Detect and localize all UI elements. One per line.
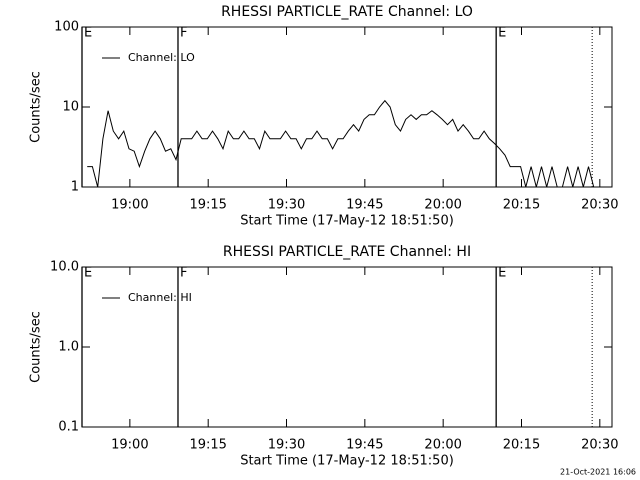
event-label: E: [498, 26, 506, 41]
y-tick-label: 100: [54, 20, 79, 35]
y-tick-label: 1: [71, 180, 79, 195]
x-tick-label: 20:00: [424, 438, 461, 453]
x-tick-label: 19:00: [111, 198, 148, 213]
x-tick-label: 20:15: [503, 438, 540, 453]
x-tick-label: 20:00: [424, 198, 461, 213]
x-tick-label: 19:30: [268, 198, 305, 213]
x-tick-label: 20:15: [503, 198, 540, 213]
x-tick-label: 19:30: [268, 438, 305, 453]
x-axis-title: Start Time (17-May-12 18:51:50): [240, 214, 454, 229]
x-tick-label: 19:00: [111, 438, 148, 453]
y-tick-label: 10: [62, 100, 79, 115]
y-axis-title: Counts/sec: [29, 71, 44, 143]
x-tick-label: 20:30: [581, 198, 618, 213]
legend-label: Channel: LO: [128, 51, 195, 64]
x-axis-title: Start Time (17-May-12 18:51:50): [240, 454, 454, 469]
x-tick-label: 19:45: [346, 198, 383, 213]
x-tick-label: 20:30: [581, 438, 618, 453]
y-axis-title: Counts/sec: [29, 311, 44, 383]
y-tick-label: 10.0: [50, 260, 79, 275]
chart-title: RHESSI PARTICLE_RATE Channel: HI: [223, 244, 471, 260]
event-label: E: [498, 266, 506, 281]
event-label: F: [180, 26, 187, 41]
x-tick-label: 19:45: [346, 438, 383, 453]
x-tick-label: 19:15: [189, 438, 226, 453]
timestamp: 21-Oct-2021 16:06: [560, 468, 636, 477]
y-tick-label: 0.1: [58, 420, 79, 435]
event-label: F: [180, 266, 187, 281]
x-tick-label: 19:15: [189, 198, 226, 213]
legend-label: Channel: HI: [128, 291, 192, 304]
event-label: E: [84, 26, 92, 41]
y-tick-label: 1.0: [58, 340, 79, 355]
chart-title: RHESSI PARTICLE_RATE Channel: LO: [221, 4, 473, 20]
event-label: E: [84, 266, 92, 281]
data-line: [87, 99, 595, 188]
